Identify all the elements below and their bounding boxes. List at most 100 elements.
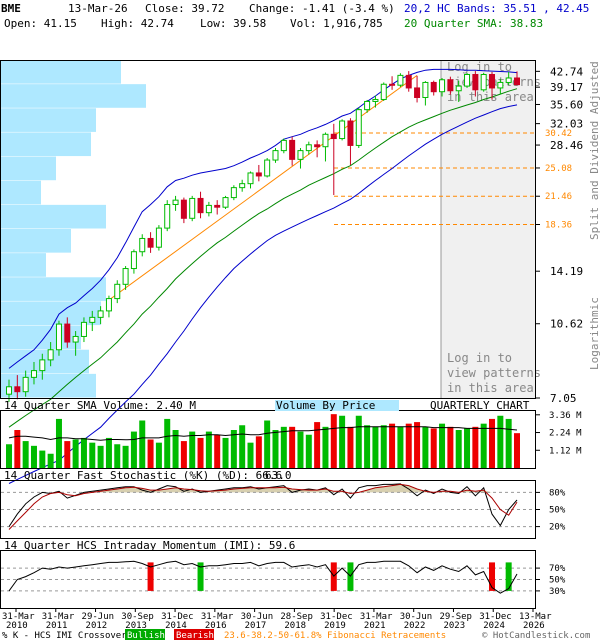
price-panel-border [0,60,536,399]
price-tick-label: 35.60 [550,98,583,111]
stochastic-tick-label: 20% [549,523,566,533]
candle-body [397,74,404,86]
date-tick-year: 2014 [165,621,187,631]
login-line-3: in this area [447,381,534,395]
candle-body [380,83,387,100]
candle-body [305,144,312,152]
open-value: Open: 41.15 [4,17,77,30]
volume-bar [22,441,29,468]
candle-body [389,83,396,86]
candle-body [247,172,254,185]
footer: % K - HCS IMI Crossover, Bullish Bearish… [2,629,590,640]
date-tick-label: 31-Mar [2,612,35,622]
bearish-crossover-bar [147,562,154,591]
quarterly-chart-label: QUARTERLY CHART [430,399,530,412]
date-tick-year: 2024 [483,621,505,631]
volume-bar [480,423,487,468]
date-tick-year: 2013 [125,621,147,631]
date-tick-label: 29-Sep [439,612,472,622]
volume-bar [64,441,71,468]
volume-bar [230,430,237,468]
date-axis: 31-Mar201031-Mar201129-Jun201230-Sep2013… [2,608,552,631]
candle-body [214,204,221,208]
volume-bar [239,425,246,468]
volume-bar [439,423,446,468]
candle-body [322,133,329,148]
date-tick-label: 29-Jun [82,612,115,622]
upper-band-line [8,68,518,369]
candle-body [439,79,446,93]
volume-bar [514,433,520,468]
bearish-crossover-bar [489,562,496,591]
candle-body [155,227,162,248]
price-tick-label: 39.17 [550,81,583,94]
date-tick-label: 31-Mar [42,612,75,622]
volume-bar [464,428,471,468]
candle-body [347,120,354,146]
candle-body [205,204,212,214]
volume-value: Vol: 1,916,785 [290,17,383,30]
volume-bar [55,418,62,468]
volume-bar [447,426,454,468]
candle-body [164,204,171,229]
bullish-badge-bg [125,629,165,640]
volume-bar [39,450,46,468]
volume-tick-label: 1.12 M [549,446,582,456]
candle-body [39,359,46,372]
volume-bar [330,414,337,468]
candle-body [464,74,471,87]
volume-bar [114,444,121,468]
candle-body [330,133,337,140]
split-adjusted-label: Split and Dividend Adjusted [588,61,600,240]
copyright[interactable]: © HotCandlestick.com [482,631,590,640]
date-tick-year: 2019 [324,621,346,631]
candle-body [497,81,504,89]
candle-body [339,120,346,140]
stochastic-lines [1,483,535,530]
pattern-area [441,60,535,398]
login-notice-bottom[interactable]: Log in to view patterns in this area [447,351,541,395]
volume-panel-border [0,410,536,469]
volume-bar [89,442,96,468]
stochastic-panel: 14 Quarter Fast Stochastic (%K) (%D): 66… [0,469,566,539]
date-tick-label: 31-Dec [479,612,512,622]
vbp-bar [1,156,56,181]
candle-body [280,139,287,152]
volume-bar [489,418,496,468]
candle-body [430,81,437,93]
header: BME 13-Mar-26 Close: 39.72 Change: -1.41… [1,2,589,30]
candle-body [489,74,496,89]
candle-body [405,74,412,89]
candle-body [364,100,371,111]
volume-bar [364,425,371,468]
vbp-bar [1,132,91,157]
sma-line [8,88,518,428]
volume-bar [189,431,196,468]
vbp-bar [1,301,101,326]
candle-body [255,172,262,177]
candle-body [514,77,520,86]
momentum-axis: 70% 50%30% [535,564,566,597]
candle-body [447,79,454,92]
volume-bar [255,436,262,468]
candle-body [130,251,137,270]
momentum-tick-label: 70% [549,564,566,574]
candle-body [14,386,21,393]
price-axis: 42.74 39.17 35.60 32.03 28.46 14.19 10.62 7.05 [535,65,583,405]
date-tick-year: 2012 [86,621,108,631]
candle-body [30,370,37,378]
candle-body [422,81,429,98]
volume-bar [497,415,504,468]
volume-bar [414,422,421,468]
volume-bar [139,420,146,468]
candle-body [139,237,146,253]
volume-bar [197,437,204,468]
candle-body [472,74,479,91]
bearish-badge: Bearish [176,631,214,640]
fib-label: 30.42 [545,129,572,139]
candle-body [72,335,79,343]
candle-body [172,199,179,206]
vbp-bar [1,204,106,229]
volume-bar [505,418,512,468]
volume-bar [314,422,321,468]
